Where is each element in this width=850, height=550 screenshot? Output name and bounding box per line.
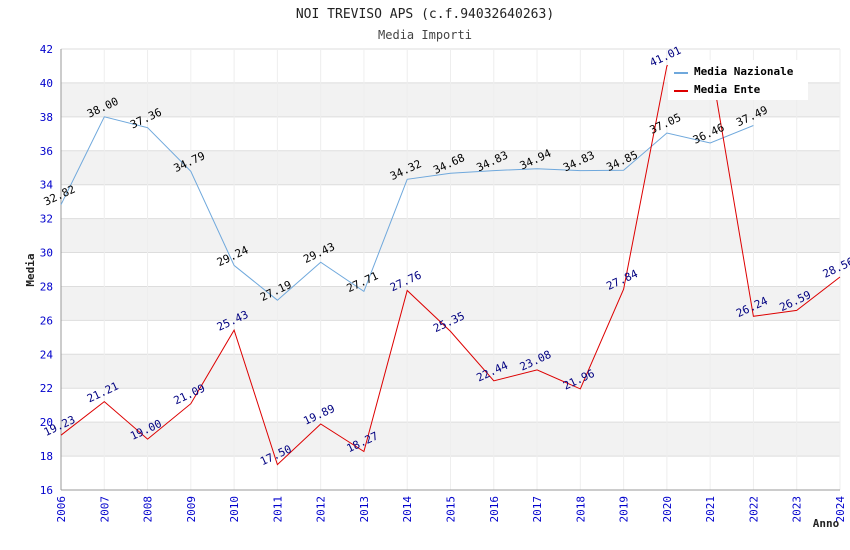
x-tick-label: 2024 [834,496,847,523]
axes [60,49,840,491]
y-tick-label: 26 [40,314,53,327]
x-tick-label: 2016 [488,496,501,523]
legend-box [668,60,808,100]
x-tick-label: 2017 [531,496,544,523]
x-axis-label: Anno [813,517,840,530]
y-tick-label: 24 [40,348,54,361]
x-tick-label: 2014 [401,496,414,523]
chart-title: NOI TREVISO APS (c.f.94032640263) [296,7,554,22]
x-tick-label: 2019 [618,496,631,523]
x-tick-label: 2006 [55,496,68,523]
y-tick-label: 16 [40,484,53,497]
y-axis-label: Media [24,253,37,286]
x-tick-label: 2022 [747,496,760,523]
y-tick-label: 22 [40,382,53,395]
x-tick-label: 2015 [445,496,458,523]
x-tick-label: 2013 [358,496,371,523]
x-tick-label: 2018 [574,496,587,523]
grid-lines [60,48,841,491]
y-tick-label: 36 [40,145,53,158]
x-tick-label: 2008 [142,496,155,523]
x-tick-label: 2023 [791,496,804,523]
x-tick-label: 2021 [704,496,717,523]
y-tick-label: 20 [40,416,53,429]
y-tick-label: 18 [40,450,53,463]
y-tick-label: 34 [40,179,54,192]
x-tick-label: 2007 [98,496,111,523]
x-tick-label: 2011 [271,496,284,523]
legend-label-ente: Media Ente [694,83,761,96]
data-label: 28.56 [821,255,850,281]
x-tick-label: 2009 [185,496,198,523]
chart-subtitle: Media Importi [378,28,472,42]
y-tick-label: 28 [40,280,53,293]
legend-label-nazionale: Media Nazionale [694,65,794,78]
x-tick-label: 2012 [315,496,328,523]
y-tick-label: 30 [40,247,53,260]
series-line-nazionale [60,116,754,301]
legend: Media Nazionale Media Ente [668,60,808,100]
y-tick-label: 42 [40,43,53,56]
x-tick-label: 2020 [661,496,674,523]
y-tick-labels: 16 18 20 22 24 26 28 30 32 34 36 38 40 42 [40,43,54,497]
x-tick-labels: 2006 2007 2008 2009 2010 2011 2012 2013 2014 2015… [55,496,847,523]
y-tick-label: 32 [40,213,53,226]
y-tick-label: 40 [40,77,53,90]
x-tick-label: 2010 [228,496,241,523]
y-tick-label: 38 [40,111,53,124]
